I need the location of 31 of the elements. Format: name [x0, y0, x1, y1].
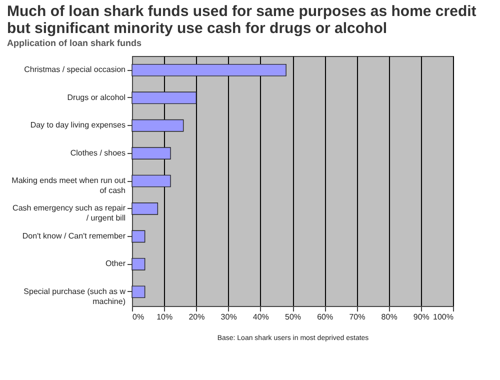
- bar: [132, 258, 146, 270]
- y-tick-label: Special purchase (such as w machine): [24, 286, 126, 306]
- chart-title: Much of loan shark funds used for same purposes as home credit but significant minority use cash for drugs or alcohol: [7, 3, 478, 37]
- bar: [132, 92, 197, 104]
- bar: [132, 230, 146, 243]
- y-tick-label: Cash emergency such as repair / urgent bill: [12, 204, 126, 223]
- chart-subtitle: Application of loan shark funds: [7, 38, 142, 48]
- x-tick-label: 50%: [284, 312, 302, 322]
- x-tick-label: 20%: [188, 312, 205, 322]
- x-tick-label: 80%: [381, 312, 398, 322]
- y-tick-label: Day to day living expenses: [30, 120, 126, 130]
- bar: [132, 202, 158, 215]
- x-tick-label: 60%: [317, 312, 334, 322]
- x-tick-label: 40%: [252, 312, 269, 322]
- y-tick-label: Drugs or alcohol: [67, 92, 126, 102]
- y-tick-label: Making ends meet when run out of cash: [12, 176, 126, 195]
- bar: [132, 147, 171, 160]
- y-tick-label: Don't know / Can't remember: [22, 231, 126, 240]
- x-tick-label: 10%: [156, 312, 173, 322]
- y-tick-label: Christmas / special occasion: [24, 65, 126, 74]
- bar: [132, 174, 171, 188]
- bar: [132, 119, 184, 132]
- x-tick-label: 90%: [413, 312, 430, 322]
- x-tick-label: 70%: [349, 312, 366, 322]
- bar: [132, 64, 286, 76]
- bar: [132, 286, 146, 298]
- x-tick-label: 30%: [220, 312, 237, 322]
- x-tick-label: 100%: [433, 312, 454, 322]
- y-tick-label: Other: [105, 259, 126, 268]
- y-tick-label: Clothes / shoes: [70, 148, 126, 158]
- x-tick-label: 0%: [132, 312, 144, 322]
